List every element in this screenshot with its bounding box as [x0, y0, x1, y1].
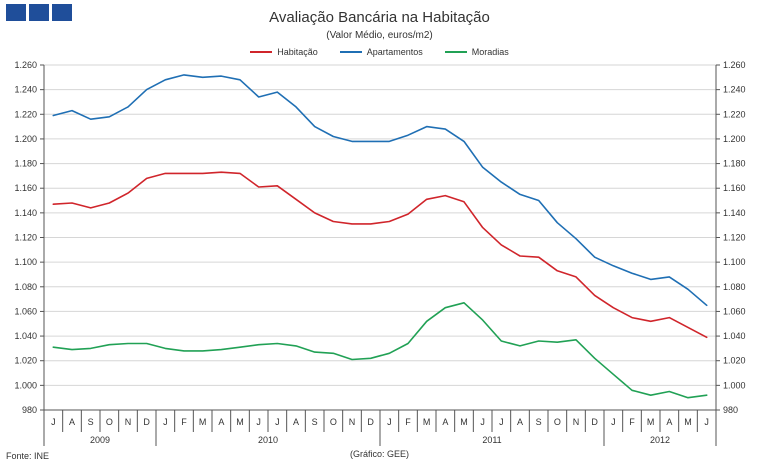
y-tick-label-right: 1.100 [723, 257, 746, 267]
x-tick-label: M [460, 417, 468, 427]
y-tick-label-right: 1.160 [723, 183, 746, 193]
x-tick-label: M [199, 417, 207, 427]
y-tick-label-left: 1.200 [14, 134, 37, 144]
x-tick-label: J [163, 417, 168, 427]
chart-legend: Habitação Apartamentos Moradias [0, 47, 759, 57]
x-tick-label: A [517, 417, 523, 427]
x-tick-label: S [312, 417, 318, 427]
y-tick-label-left: 1.000 [14, 380, 37, 390]
logo-block-1 [6, 4, 26, 21]
x-tick-label: O [554, 417, 561, 427]
chart-subtitle: (Valor Médio, euros/m2) [326, 30, 433, 41]
y-tick-label-right: 1.200 [723, 134, 746, 144]
chart-credit: (Gráfico: GEE) [349, 449, 409, 459]
series-line-habitacao [52, 171, 708, 339]
x-tick-label: J [480, 417, 485, 427]
legend-item-apartamentos: Apartamentos [339, 47, 423, 57]
series-lines [52, 74, 708, 399]
x-tick-label: J [387, 417, 392, 427]
y-tick-label-left: 1.180 [14, 159, 37, 169]
logo-block-2 [29, 4, 49, 21]
x-tick-label: A [442, 417, 448, 427]
legend-swatch-habitacao [250, 51, 273, 53]
x-tick-label: J [256, 417, 261, 427]
x-tick-label: O [106, 417, 113, 427]
logo-block-3 [52, 4, 72, 21]
series-line-apartamentos [52, 74, 708, 307]
x-tick-label: F [181, 417, 187, 427]
y-tick-label-right: 1.220 [723, 109, 746, 119]
y-tick-label-left: 1.100 [14, 257, 37, 267]
x-tick-label: S [536, 417, 542, 427]
x-tick-label: D [591, 417, 598, 427]
y-tick-label-right: 1.260 [723, 60, 746, 70]
y-tick-label-left: 980 [22, 405, 37, 415]
legend-swatch-apartamentos [339, 51, 362, 53]
y-tick-label-left: 1.120 [14, 233, 37, 243]
gee-logo [6, 4, 72, 21]
y-tick-label-left: 1.260 [14, 60, 37, 70]
y-tick-label-right: 1.060 [723, 306, 746, 316]
x-tick-label: O [330, 417, 337, 427]
x-tick-label: F [629, 417, 635, 427]
y-tick-label-left: 1.240 [14, 85, 37, 95]
x-tick-label: J [275, 417, 280, 427]
x-tick-label: J [51, 417, 56, 427]
year-label: 2012 [650, 435, 670, 445]
x-tick-label: D [367, 417, 374, 427]
y-tick-label-right: 1.040 [723, 331, 746, 341]
x-tick-label: M [423, 417, 431, 427]
y-axis-left: 980 1.000 1.020 1.040 1.060 1.080 1.100 1.120 1.… [14, 60, 45, 415]
y-tick-label-right: 1.020 [723, 356, 746, 366]
y-tick-label-left: 1.040 [14, 331, 37, 341]
year-label: 2010 [258, 435, 278, 445]
x-tick-label: A [69, 417, 75, 427]
legend-label-apartamentos: Apartamentos [366, 47, 423, 57]
y-tick-label-right: 1.240 [723, 85, 746, 95]
x-tick-label: S [88, 417, 94, 427]
x-tick-label: D [143, 417, 150, 427]
source-note: Fonte: INE [6, 451, 50, 461]
x-tick-label: N [573, 417, 580, 427]
y-tick-label-right: 1.180 [723, 159, 746, 169]
x-tick-label: J [611, 417, 616, 427]
y-tick-label-right: 980 [723, 405, 738, 415]
legend-item-habitacao: Habitação [250, 47, 318, 57]
x-tick-label: J [704, 417, 709, 427]
x-tick-label: J [499, 417, 504, 427]
x-tick-label: N [125, 417, 132, 427]
legend-label-habitacao: Habitação [277, 47, 318, 57]
y-tick-label-right: 1.000 [723, 380, 746, 390]
legend-swatch-moradias [444, 51, 467, 53]
legend-item-moradias: Moradias [444, 47, 509, 57]
y-tick-label-right: 1.120 [723, 233, 746, 243]
y-tick-label-left: 1.140 [14, 208, 37, 218]
series-line-moradias [52, 301, 708, 399]
y-tick-label-left: 1.160 [14, 183, 37, 193]
y-tick-label-left: 1.080 [14, 282, 37, 292]
x-axis: J A S O N D J F M A M J J A S O N D J F M A M J J A S O N D J F M A M J 2009… [43, 409, 717, 446]
x-tick-label: A [666, 417, 672, 427]
y-tick-label-left: 1.020 [14, 356, 37, 366]
y-tick-label-right: 1.080 [723, 282, 746, 292]
y-axis-right: 980 1.000 1.020 1.040 1.060 1.080 1.100 1.120 1.… [715, 60, 746, 415]
x-tick-label: M [647, 417, 655, 427]
x-tick-label: N [349, 417, 356, 427]
x-tick-label: A [218, 417, 224, 427]
legend-label-moradias: Moradias [471, 47, 509, 57]
y-tick-label-left: 1.060 [14, 306, 37, 316]
y-tick-label-left: 1.220 [14, 109, 37, 119]
year-label: 2009 [90, 435, 110, 445]
x-tick-label: F [405, 417, 411, 427]
gridlines [44, 64, 716, 411]
x-tick-label: M [236, 417, 244, 427]
year-label: 2011 [482, 435, 501, 445]
chart-title: Avaliação Bancária na Habitação [269, 9, 490, 26]
x-tick-label: M [684, 417, 692, 427]
y-tick-label-right: 1.140 [723, 208, 746, 218]
x-tick-label: A [293, 417, 299, 427]
